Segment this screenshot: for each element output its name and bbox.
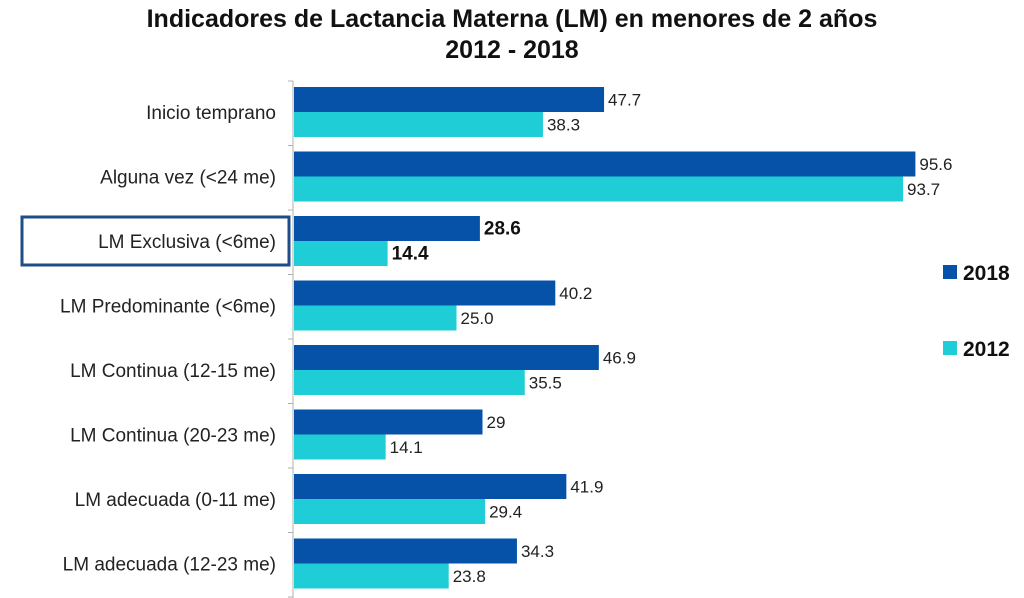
data-label-2012: 35.5 [529, 374, 562, 393]
bar-2012 [294, 370, 525, 395]
data-label-2018: 95.6 [919, 155, 952, 174]
data-label-2012: 38.3 [547, 116, 580, 135]
bar-2018 [294, 474, 567, 499]
chart-subtitle: 2012 - 2018 [445, 36, 579, 64]
data-label-2012: 14.1 [390, 438, 423, 457]
legend-label-2018: 2018 [963, 262, 1010, 285]
bar-2018 [294, 216, 480, 241]
data-label-2012: 29.4 [489, 503, 522, 522]
category-label: LM Exclusiva (<6me) [98, 232, 276, 253]
bar-2012 [294, 434, 386, 460]
chart-title-line1: Indicadores de Lactancia Materna (LM) en… [146, 5, 878, 33]
highlight-box [20, 215, 291, 267]
category-label: LM adecuada (12-23 me) [63, 555, 276, 576]
category-label: Inicio temprano [146, 103, 276, 124]
category-label: Alguna vez (<24 me) [100, 168, 276, 189]
legend-label-2012: 2012 [963, 338, 1010, 361]
chart-title: Indicadores de Lactancia Materna (LM) en… [0, 4, 1024, 66]
bar-2018 [294, 151, 916, 177]
bar-2012 [294, 305, 457, 331]
bar-2018 [294, 409, 483, 435]
data-label-2012: 14.4 [392, 244, 429, 265]
bar-2018 [294, 538, 517, 564]
data-label-2018: 29 [487, 413, 506, 432]
bar-2018 [294, 280, 556, 306]
data-label-2012: 25.0 [461, 309, 494, 328]
category-label: LM Continua (12-15 me) [70, 361, 276, 382]
data-label-2018: 47.7 [608, 91, 641, 110]
data-label-2018: 28.6 [484, 219, 521, 240]
bar-2012 [294, 112, 543, 137]
bar-2012 [294, 499, 486, 524]
data-label-2012: 93.7 [907, 180, 940, 199]
data-label-2018: 40.2 [559, 284, 592, 303]
bar-2012 [294, 563, 449, 589]
data-label-2012: 23.8 [453, 567, 486, 586]
bar-2012 [294, 241, 388, 266]
bar-2018 [294, 345, 599, 370]
data-label-2018: 41.9 [570, 478, 603, 497]
category-label: LM Continua (20-23 me) [70, 426, 276, 447]
category-label: LM adecuada (0-11 me) [75, 490, 276, 511]
data-label-2018: 46.9 [603, 349, 636, 368]
legend-swatch-2018 [943, 265, 957, 279]
data-label-2018: 34.3 [521, 542, 554, 561]
legend-swatch-2012 [943, 341, 957, 355]
category-label: LM Predominante (<6me) [60, 297, 276, 318]
bar-2018 [294, 87, 605, 112]
bar-2012 [294, 176, 904, 202]
